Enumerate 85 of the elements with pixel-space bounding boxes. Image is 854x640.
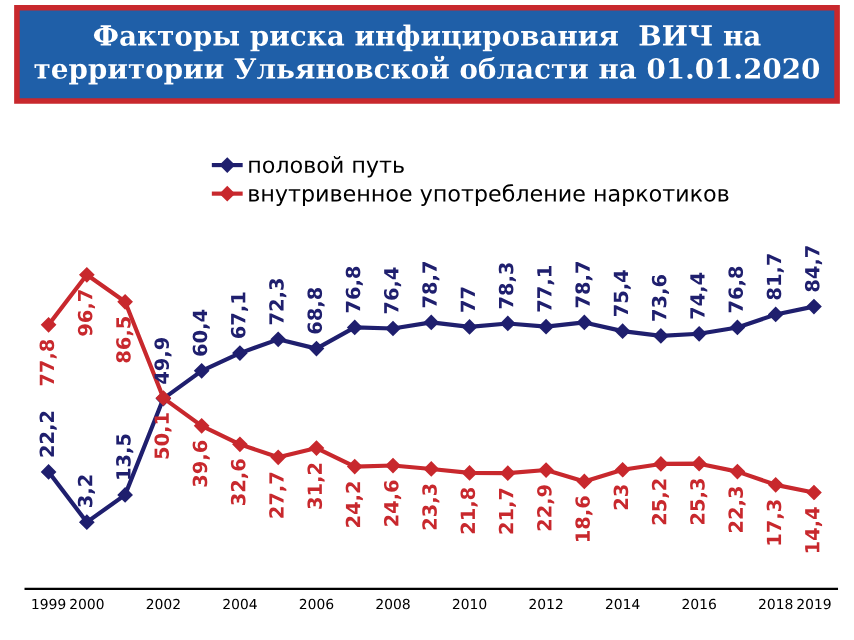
data-label: 73,6 bbox=[651, 275, 670, 321]
data-label: 77 bbox=[460, 287, 475, 312]
point bbox=[462, 465, 477, 481]
data-label: 76,8 bbox=[728, 266, 746, 313]
point bbox=[232, 345, 248, 361]
data-label: 86,5 bbox=[116, 317, 134, 363]
point bbox=[270, 450, 286, 465]
point bbox=[194, 418, 209, 434]
point bbox=[500, 316, 516, 331]
point bbox=[806, 299, 822, 314]
point bbox=[768, 307, 783, 322]
data-label: 68,8 bbox=[307, 287, 325, 334]
point bbox=[347, 459, 363, 474]
data-label: 24,6 bbox=[383, 480, 402, 526]
point bbox=[768, 477, 783, 493]
data-label: 74,4 bbox=[690, 272, 708, 319]
point bbox=[79, 267, 95, 283]
point bbox=[577, 474, 592, 489]
data-label: 78,7 bbox=[422, 262, 440, 308]
point bbox=[615, 462, 630, 478]
point bbox=[691, 456, 707, 471]
data-label: 21,7 bbox=[498, 488, 516, 534]
data-label: 84,7 bbox=[804, 246, 823, 292]
data-label: 81,7 bbox=[766, 254, 784, 300]
point bbox=[653, 328, 669, 344]
data-label: 14,4 bbox=[805, 507, 823, 553]
legend-label: половой путь bbox=[249, 156, 404, 178]
data-label: 72,3 bbox=[269, 279, 287, 325]
point bbox=[385, 458, 401, 473]
point bbox=[194, 363, 209, 379]
point bbox=[41, 464, 56, 480]
point bbox=[117, 487, 133, 503]
point bbox=[806, 485, 822, 500]
point bbox=[577, 315, 592, 330]
data-label: 3,2 bbox=[77, 475, 95, 507]
point bbox=[653, 456, 669, 472]
point bbox=[730, 320, 745, 335]
point bbox=[41, 317, 56, 333]
data-label: 96,7 bbox=[77, 290, 95, 336]
point bbox=[232, 437, 248, 452]
data-label: 32,6 bbox=[230, 459, 249, 505]
data-label: 31,2 bbox=[307, 463, 325, 509]
data-label: 77,1 bbox=[537, 266, 555, 312]
point bbox=[730, 464, 745, 479]
point bbox=[309, 440, 324, 456]
point bbox=[270, 332, 286, 347]
point bbox=[691, 326, 707, 342]
data-label: 49,9 bbox=[154, 337, 172, 384]
data-label: 60,4 bbox=[192, 309, 210, 356]
data-label: 13,5 bbox=[116, 434, 134, 479]
data-label: 23,3 bbox=[422, 484, 440, 530]
data-label: 17,3 bbox=[766, 500, 784, 545]
point bbox=[347, 320, 363, 335]
data-label: 76,8 bbox=[345, 266, 363, 313]
data-label: 24,2 bbox=[345, 482, 363, 527]
data-label: 22,9 bbox=[537, 485, 555, 531]
point bbox=[500, 465, 516, 481]
data-label: 78,3 bbox=[498, 263, 516, 309]
point bbox=[462, 319, 477, 335]
data-label: 78,7 bbox=[575, 262, 593, 308]
data-label: 21,8 bbox=[460, 488, 478, 534]
point bbox=[423, 461, 439, 477]
data-label: 22,3 bbox=[728, 487, 746, 532]
point bbox=[117, 294, 133, 310]
data-label: 39,6 bbox=[192, 440, 210, 487]
point bbox=[423, 315, 439, 330]
point bbox=[538, 319, 554, 334]
data-label: 50,1 bbox=[154, 413, 172, 459]
data-label: 22,2 bbox=[39, 411, 57, 457]
data-label: 77,8 bbox=[39, 339, 57, 386]
point bbox=[79, 514, 95, 530]
chart-title: Факторы риска инфицирования ВИЧ на территории Ульяновской области на 01.01.2020 bbox=[34, 24, 820, 85]
point bbox=[309, 341, 324, 356]
data-label: 23 bbox=[613, 485, 629, 510]
point bbox=[615, 323, 630, 339]
data-label: 67,1 bbox=[230, 292, 249, 339]
data-label: 25,2 bbox=[651, 479, 670, 525]
data-label: 76,4 bbox=[383, 267, 402, 314]
point bbox=[538, 462, 554, 478]
point bbox=[385, 321, 401, 336]
data-label: 18,6 bbox=[575, 496, 593, 542]
data-label: 27,7 bbox=[269, 472, 287, 518]
legend-label: внутривенное употребление наркотиков bbox=[249, 184, 729, 207]
data-label: 75,4 bbox=[613, 270, 631, 316]
data-label: 25,3 bbox=[690, 479, 708, 524]
